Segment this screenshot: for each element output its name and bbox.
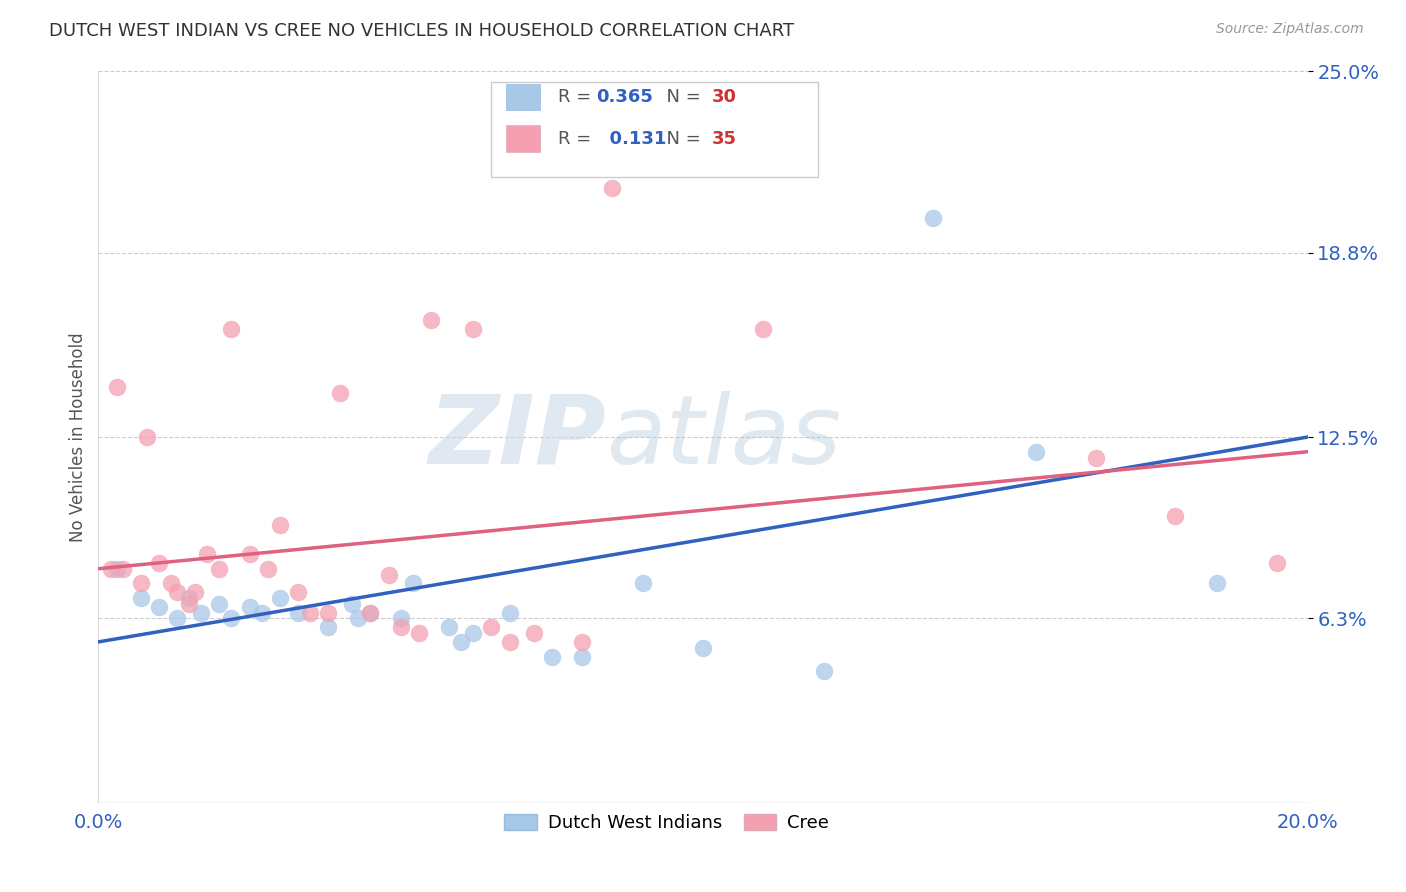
Text: R =: R = — [558, 87, 598, 106]
Point — [166, 611, 188, 625]
Point — [1206, 576, 1229, 591]
Point — [921, 211, 943, 225]
Point — [299, 606, 322, 620]
Point — [208, 562, 231, 576]
Point — [389, 611, 412, 625]
Point — [239, 599, 262, 614]
Point — [316, 620, 339, 634]
Point — [316, 606, 339, 620]
Point — [402, 576, 425, 591]
Text: atlas: atlas — [606, 391, 841, 483]
Text: DUTCH WEST INDIAN VS CREE NO VEHICLES IN HOUSEHOLD CORRELATION CHART: DUTCH WEST INDIAN VS CREE NO VEHICLES IN… — [49, 22, 794, 40]
Point — [813, 664, 835, 678]
Point — [105, 562, 128, 576]
Point — [631, 576, 654, 591]
Point — [437, 620, 460, 634]
Point — [135, 430, 157, 444]
Point — [221, 611, 243, 625]
Point — [287, 585, 309, 599]
Point — [148, 599, 170, 614]
Point — [1085, 450, 1108, 465]
Text: ZIP: ZIP — [429, 391, 606, 483]
Point — [571, 635, 593, 649]
Point — [179, 591, 201, 605]
Point — [269, 517, 291, 532]
Point — [692, 640, 714, 655]
FancyBboxPatch shape — [492, 82, 818, 178]
Text: 35: 35 — [711, 129, 737, 147]
Point — [179, 597, 201, 611]
Point — [1024, 444, 1046, 458]
Point — [408, 626, 430, 640]
Point — [195, 547, 218, 561]
Point — [160, 576, 183, 591]
Point — [342, 597, 364, 611]
Text: R =: R = — [558, 129, 598, 147]
Point — [377, 567, 399, 582]
Point — [184, 585, 207, 599]
Text: Source: ZipAtlas.com: Source: ZipAtlas.com — [1216, 22, 1364, 37]
Point — [498, 635, 520, 649]
Point — [752, 322, 775, 336]
Point — [523, 626, 546, 640]
Point — [602, 181, 624, 195]
Point — [250, 606, 273, 620]
Point — [329, 386, 352, 401]
Point — [256, 562, 278, 576]
FancyBboxPatch shape — [506, 125, 540, 152]
Point — [420, 313, 443, 327]
Point — [208, 597, 231, 611]
Point — [190, 606, 212, 620]
FancyBboxPatch shape — [506, 84, 540, 110]
Point — [105, 380, 128, 394]
Text: 30: 30 — [711, 87, 737, 106]
Point — [360, 606, 382, 620]
Text: N =: N = — [655, 87, 706, 106]
Point — [1267, 556, 1289, 570]
Point — [129, 576, 152, 591]
Point — [100, 562, 122, 576]
Point — [129, 591, 152, 605]
Point — [540, 649, 562, 664]
Text: 0.131: 0.131 — [596, 129, 666, 147]
Point — [360, 606, 382, 620]
Point — [287, 606, 309, 620]
Text: 0.365: 0.365 — [596, 87, 654, 106]
Text: N =: N = — [655, 129, 706, 147]
Point — [571, 649, 593, 664]
Point — [1163, 509, 1185, 524]
Point — [481, 620, 503, 634]
Point — [166, 585, 188, 599]
Point — [389, 620, 412, 634]
Point — [111, 562, 134, 576]
Legend: Dutch West Indians, Cree: Dutch West Indians, Cree — [495, 805, 838, 841]
Point — [463, 322, 485, 336]
Point — [239, 547, 262, 561]
Point — [148, 556, 170, 570]
Point — [450, 635, 472, 649]
Point — [269, 591, 291, 605]
Point — [498, 606, 520, 620]
Point — [347, 611, 370, 625]
Point — [463, 626, 485, 640]
Point — [221, 322, 243, 336]
Y-axis label: No Vehicles in Household: No Vehicles in Household — [69, 332, 87, 542]
